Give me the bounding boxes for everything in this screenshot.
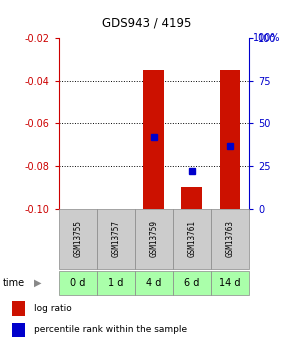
Text: GSM13755: GSM13755 [73, 220, 82, 257]
Text: log ratio: log ratio [34, 304, 71, 313]
Text: GSM13759: GSM13759 [149, 220, 158, 257]
FancyBboxPatch shape [135, 271, 173, 295]
FancyBboxPatch shape [97, 209, 135, 269]
FancyBboxPatch shape [135, 209, 173, 269]
Bar [181, 187, 202, 209]
FancyBboxPatch shape [59, 271, 97, 295]
Text: GDS943 / 4195: GDS943 / 4195 [102, 16, 191, 29]
FancyBboxPatch shape [59, 209, 97, 269]
Text: time: time [3, 278, 25, 288]
FancyBboxPatch shape [173, 271, 211, 295]
Text: ▶: ▶ [34, 278, 42, 288]
Text: GSM13757: GSM13757 [111, 220, 120, 257]
Text: GSM13763: GSM13763 [226, 220, 234, 257]
Text: 100%: 100% [253, 33, 281, 43]
Text: 0 d: 0 d [70, 278, 85, 288]
Text: GSM13761: GSM13761 [188, 220, 196, 257]
Text: 1 d: 1 d [108, 278, 123, 288]
Text: 14 d: 14 d [219, 278, 241, 288]
FancyBboxPatch shape [211, 209, 249, 269]
Text: percentile rank within the sample: percentile rank within the sample [34, 325, 187, 334]
FancyBboxPatch shape [211, 271, 249, 295]
FancyBboxPatch shape [97, 271, 135, 295]
Text: 4 d: 4 d [146, 278, 161, 288]
FancyBboxPatch shape [173, 209, 211, 269]
Bar [219, 70, 241, 209]
Bar [12, 301, 25, 316]
Bar [12, 323, 25, 337]
Bar [143, 70, 164, 209]
Text: 6 d: 6 d [184, 278, 200, 288]
